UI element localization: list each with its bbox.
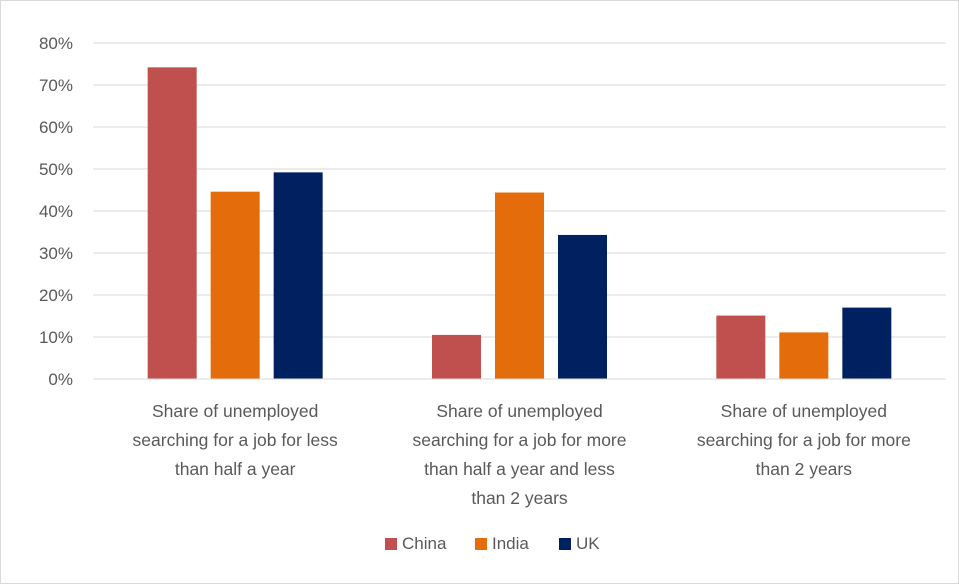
category-label-line: searching for a job for more — [413, 430, 627, 450]
bar-india-2 — [495, 192, 544, 379]
bar-china-2 — [432, 334, 481, 379]
category-label-line: searching for a job for less — [133, 430, 338, 450]
bar-china-3 — [716, 315, 766, 379]
legend: China India UK — [385, 534, 600, 553]
bar-uk-1 — [273, 172, 323, 379]
y-axis-ticks: 0% 10% 20% 30% 40% 50% 60% 70% 80% — [39, 34, 73, 389]
category-label-line: than half a year — [175, 459, 296, 479]
y-tick-label: 20% — [39, 286, 73, 305]
bar-uk-2 — [558, 234, 607, 379]
legend-label-uk: UK — [576, 534, 600, 553]
y-tick-label: 70% — [39, 76, 73, 95]
x-axis-categories: Share of unemployed searching for a job f… — [133, 401, 911, 508]
legend-swatch-india — [475, 538, 487, 550]
y-tick-label: 10% — [39, 328, 73, 347]
category-label-line: than 2 years — [756, 459, 853, 479]
legend-swatch-china — [385, 538, 397, 550]
y-tick-label: 80% — [39, 34, 73, 53]
y-tick-label: 0% — [48, 370, 73, 389]
legend-swatch-uk — [559, 538, 571, 550]
y-tick-label: 60% — [39, 118, 73, 137]
category-label-line: Share of unemployed — [152, 401, 318, 421]
bar-india-3 — [779, 332, 829, 379]
legend-label-india: India — [492, 534, 529, 553]
category-label-line: searching for a job for more — [697, 430, 911, 450]
y-tick-label: 30% — [39, 244, 73, 263]
bar-china-1 — [147, 67, 197, 380]
category-label-line: Share of unemployed — [721, 401, 887, 421]
y-tick-label: 40% — [39, 202, 73, 221]
bars — [147, 67, 892, 380]
y-tick-label: 50% — [39, 160, 73, 179]
bar-uk-3 — [842, 307, 892, 379]
legend-label-china: China — [402, 534, 447, 553]
bar-india-1 — [210, 191, 260, 379]
category-label-line: Share of unemployed — [436, 401, 602, 421]
category-label-line: than 2 years — [471, 488, 568, 508]
category-label-line: than half a year and less — [424, 459, 615, 479]
